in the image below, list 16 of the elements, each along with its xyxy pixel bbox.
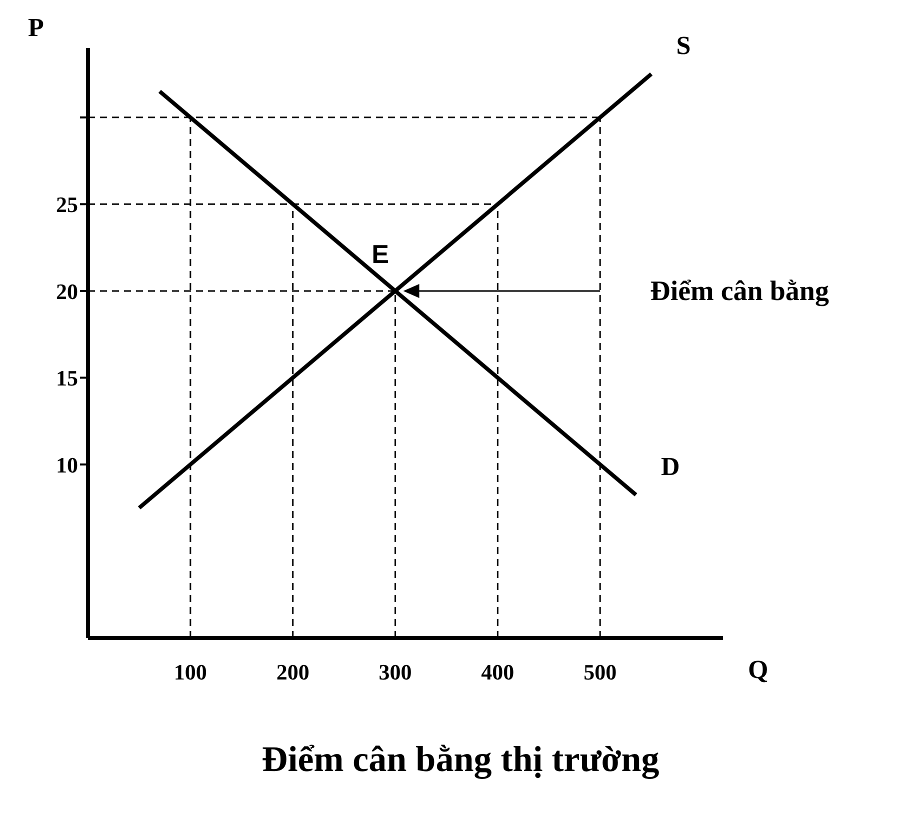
x-tick-label: 300 bbox=[378, 660, 412, 685]
x-tick-label: 500 bbox=[584, 660, 617, 685]
text: Điểm cân bằng thị trường bbox=[260, 738, 660, 780]
series-label: S bbox=[676, 31, 691, 60]
x-tick-label: 100 bbox=[174, 660, 207, 685]
x-tick-label: 400 bbox=[481, 660, 514, 685]
x-axis-title: Q bbox=[748, 655, 768, 684]
annotation: E bbox=[372, 238, 389, 269]
y-axis-title: P bbox=[28, 13, 44, 42]
y-tick-label: 10 bbox=[56, 452, 78, 478]
series-label: D bbox=[660, 452, 680, 481]
annotation: Điểm cân bằng bbox=[650, 276, 830, 307]
y-tick-label: 15 bbox=[56, 366, 78, 391]
y-tick-label: 20 bbox=[56, 278, 78, 304]
x-tick-label: 200 bbox=[276, 660, 310, 685]
y-tick-label: 25 bbox=[56, 192, 78, 217]
